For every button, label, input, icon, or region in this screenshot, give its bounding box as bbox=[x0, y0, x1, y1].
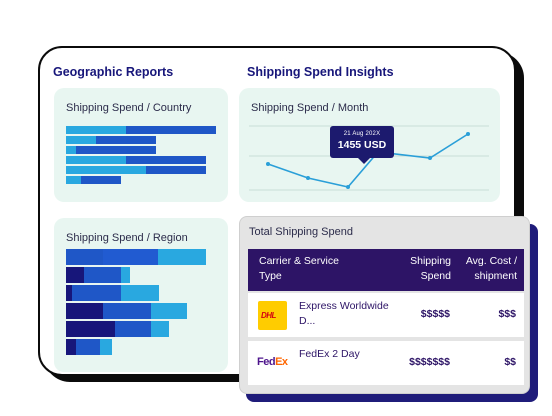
country-bar bbox=[96, 136, 156, 144]
total-spend-title: Total Shipping Spend bbox=[249, 226, 353, 238]
country-bar bbox=[76, 146, 156, 154]
region-bar bbox=[115, 321, 151, 337]
data-point bbox=[306, 176, 310, 180]
data-point bbox=[466, 132, 470, 136]
region-bar bbox=[151, 321, 169, 337]
region-bar bbox=[66, 303, 103, 319]
month-card-title: Shipping Spend / Month bbox=[251, 102, 369, 114]
country-bar bbox=[66, 166, 146, 174]
shipping-spend-insights-title: Shipping Spend Insights bbox=[247, 65, 394, 79]
region-bar bbox=[66, 285, 72, 301]
region-bar bbox=[103, 249, 158, 265]
region-bar bbox=[72, 285, 121, 301]
region-bar bbox=[76, 339, 100, 355]
data-point bbox=[346, 185, 350, 189]
region-bar bbox=[100, 339, 112, 355]
country-bar bbox=[66, 176, 81, 184]
fedex-logo: FedEx bbox=[257, 356, 288, 368]
region-bar bbox=[121, 285, 159, 301]
table-row[interactable]: DHL Express Worldwide D... $$$$$ $$$ bbox=[248, 293, 524, 337]
data-point bbox=[428, 156, 432, 160]
data-point bbox=[266, 162, 270, 166]
country-card-title: Shipping Spend / Country bbox=[66, 102, 192, 114]
country-bar bbox=[66, 136, 96, 144]
shipping-spend-value: $$$$$ bbox=[420, 308, 450, 320]
region-bar bbox=[66, 339, 76, 355]
carrier-column-header[interactable]: Carrier & Service Type bbox=[259, 255, 339, 282]
country-bar bbox=[66, 126, 126, 134]
shipping-spend-value: $$$$$$$ bbox=[409, 356, 450, 368]
avg-cost-value: $$ bbox=[504, 356, 516, 368]
country-bar bbox=[126, 156, 206, 164]
spend-column-header[interactable]: Shipping Spend bbox=[410, 255, 451, 282]
service-type: Express Worldwide D... bbox=[299, 300, 389, 327]
tooltip-date: 21 Aug 202X bbox=[343, 131, 381, 137]
region-bar bbox=[66, 267, 84, 283]
geographic-reports-title: Geographic Reports bbox=[53, 65, 174, 79]
table-header: Carrier & Service Type Shipping Spend Av… bbox=[248, 249, 524, 291]
country-bar bbox=[66, 146, 76, 154]
fedex-logo-fed: Fed bbox=[257, 356, 276, 368]
dhl-logo-text: DHL bbox=[261, 311, 276, 320]
region-bar bbox=[151, 303, 187, 319]
avg-cost-value: $$$ bbox=[498, 308, 516, 320]
month-tooltip: 21 Aug 202X 1455 USD bbox=[330, 126, 394, 164]
country-card[interactable]: Shipping Spend / Country bbox=[54, 88, 228, 202]
country-bar bbox=[81, 176, 121, 184]
country-bar bbox=[66, 156, 126, 164]
region-card[interactable]: Shipping Spend / Region bbox=[54, 218, 228, 372]
region-bar bbox=[121, 267, 130, 283]
table-row[interactable]: FedEx FedEx 2 Day $$$$$$$ $$ bbox=[248, 341, 524, 385]
fedex-logo-ex: Ex bbox=[275, 356, 288, 368]
country-bar bbox=[126, 126, 216, 134]
region-card-title: Shipping Spend / Region bbox=[66, 232, 188, 244]
region-bar bbox=[158, 249, 206, 265]
region-bar bbox=[66, 249, 103, 265]
dhl-logo: DHL bbox=[258, 301, 287, 330]
tooltip-value: 1455 USD bbox=[337, 139, 387, 151]
region-bar bbox=[103, 303, 151, 319]
total-spend-panel[interactable]: Total Shipping Spend Carrier & Service T… bbox=[239, 216, 530, 394]
tooltip-arrow bbox=[358, 158, 370, 164]
country-bar bbox=[146, 166, 206, 174]
service-type: FedEx 2 Day bbox=[299, 348, 360, 360]
region-bar bbox=[66, 321, 115, 337]
spend-line bbox=[267, 133, 469, 188]
region-bar bbox=[84, 267, 121, 283]
avg-cost-column-header[interactable]: Avg. Cost / shipment bbox=[465, 255, 517, 282]
